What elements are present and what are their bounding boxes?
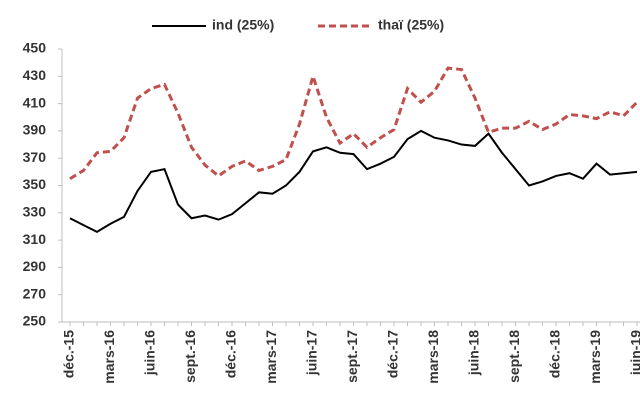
y-tick-label: 310: [23, 231, 47, 247]
legend-label: thaï (25%): [378, 17, 444, 33]
x-tick-label: sept.-17: [344, 330, 360, 383]
x-tick-label: juin-16: [142, 330, 158, 376]
x-tick-label: juin-19: [628, 330, 640, 376]
x-tick-label: déc.-18: [547, 330, 563, 378]
x-tick-label: juin-17: [304, 330, 320, 376]
y-tick-label: 330: [23, 204, 47, 220]
y-tick-label: 450: [23, 40, 47, 56]
x-tick-label: sept.-18: [506, 330, 522, 383]
y-tick-label: 390: [23, 122, 47, 138]
x-tick-label: mars-19: [587, 330, 603, 384]
x-tick-label: déc.-16: [223, 330, 239, 378]
y-tick-label: 350: [23, 176, 47, 192]
y-tick-label: 410: [23, 94, 47, 110]
line-series: [69, 66, 639, 180]
y-tick-label: 290: [23, 258, 47, 274]
x-tick-label: déc.-17: [385, 330, 401, 378]
x-tick-label: mars-16: [101, 330, 117, 384]
legend-label: ind (25%): [212, 17, 274, 33]
y-tick-label: 250: [23, 313, 47, 329]
x-tick-label: sept.-16: [182, 330, 198, 383]
x-tick-label: juin-18: [466, 330, 482, 376]
line-series: [69, 129, 638, 234]
x-tick-label: mars-17: [263, 330, 279, 384]
y-tick-label: 430: [23, 67, 47, 83]
y-tick-label: 270: [23, 285, 47, 301]
x-tick-label: déc.-15: [61, 330, 77, 378]
y-tick-label: 370: [23, 149, 47, 165]
x-tick-label: mars-18: [425, 330, 441, 384]
